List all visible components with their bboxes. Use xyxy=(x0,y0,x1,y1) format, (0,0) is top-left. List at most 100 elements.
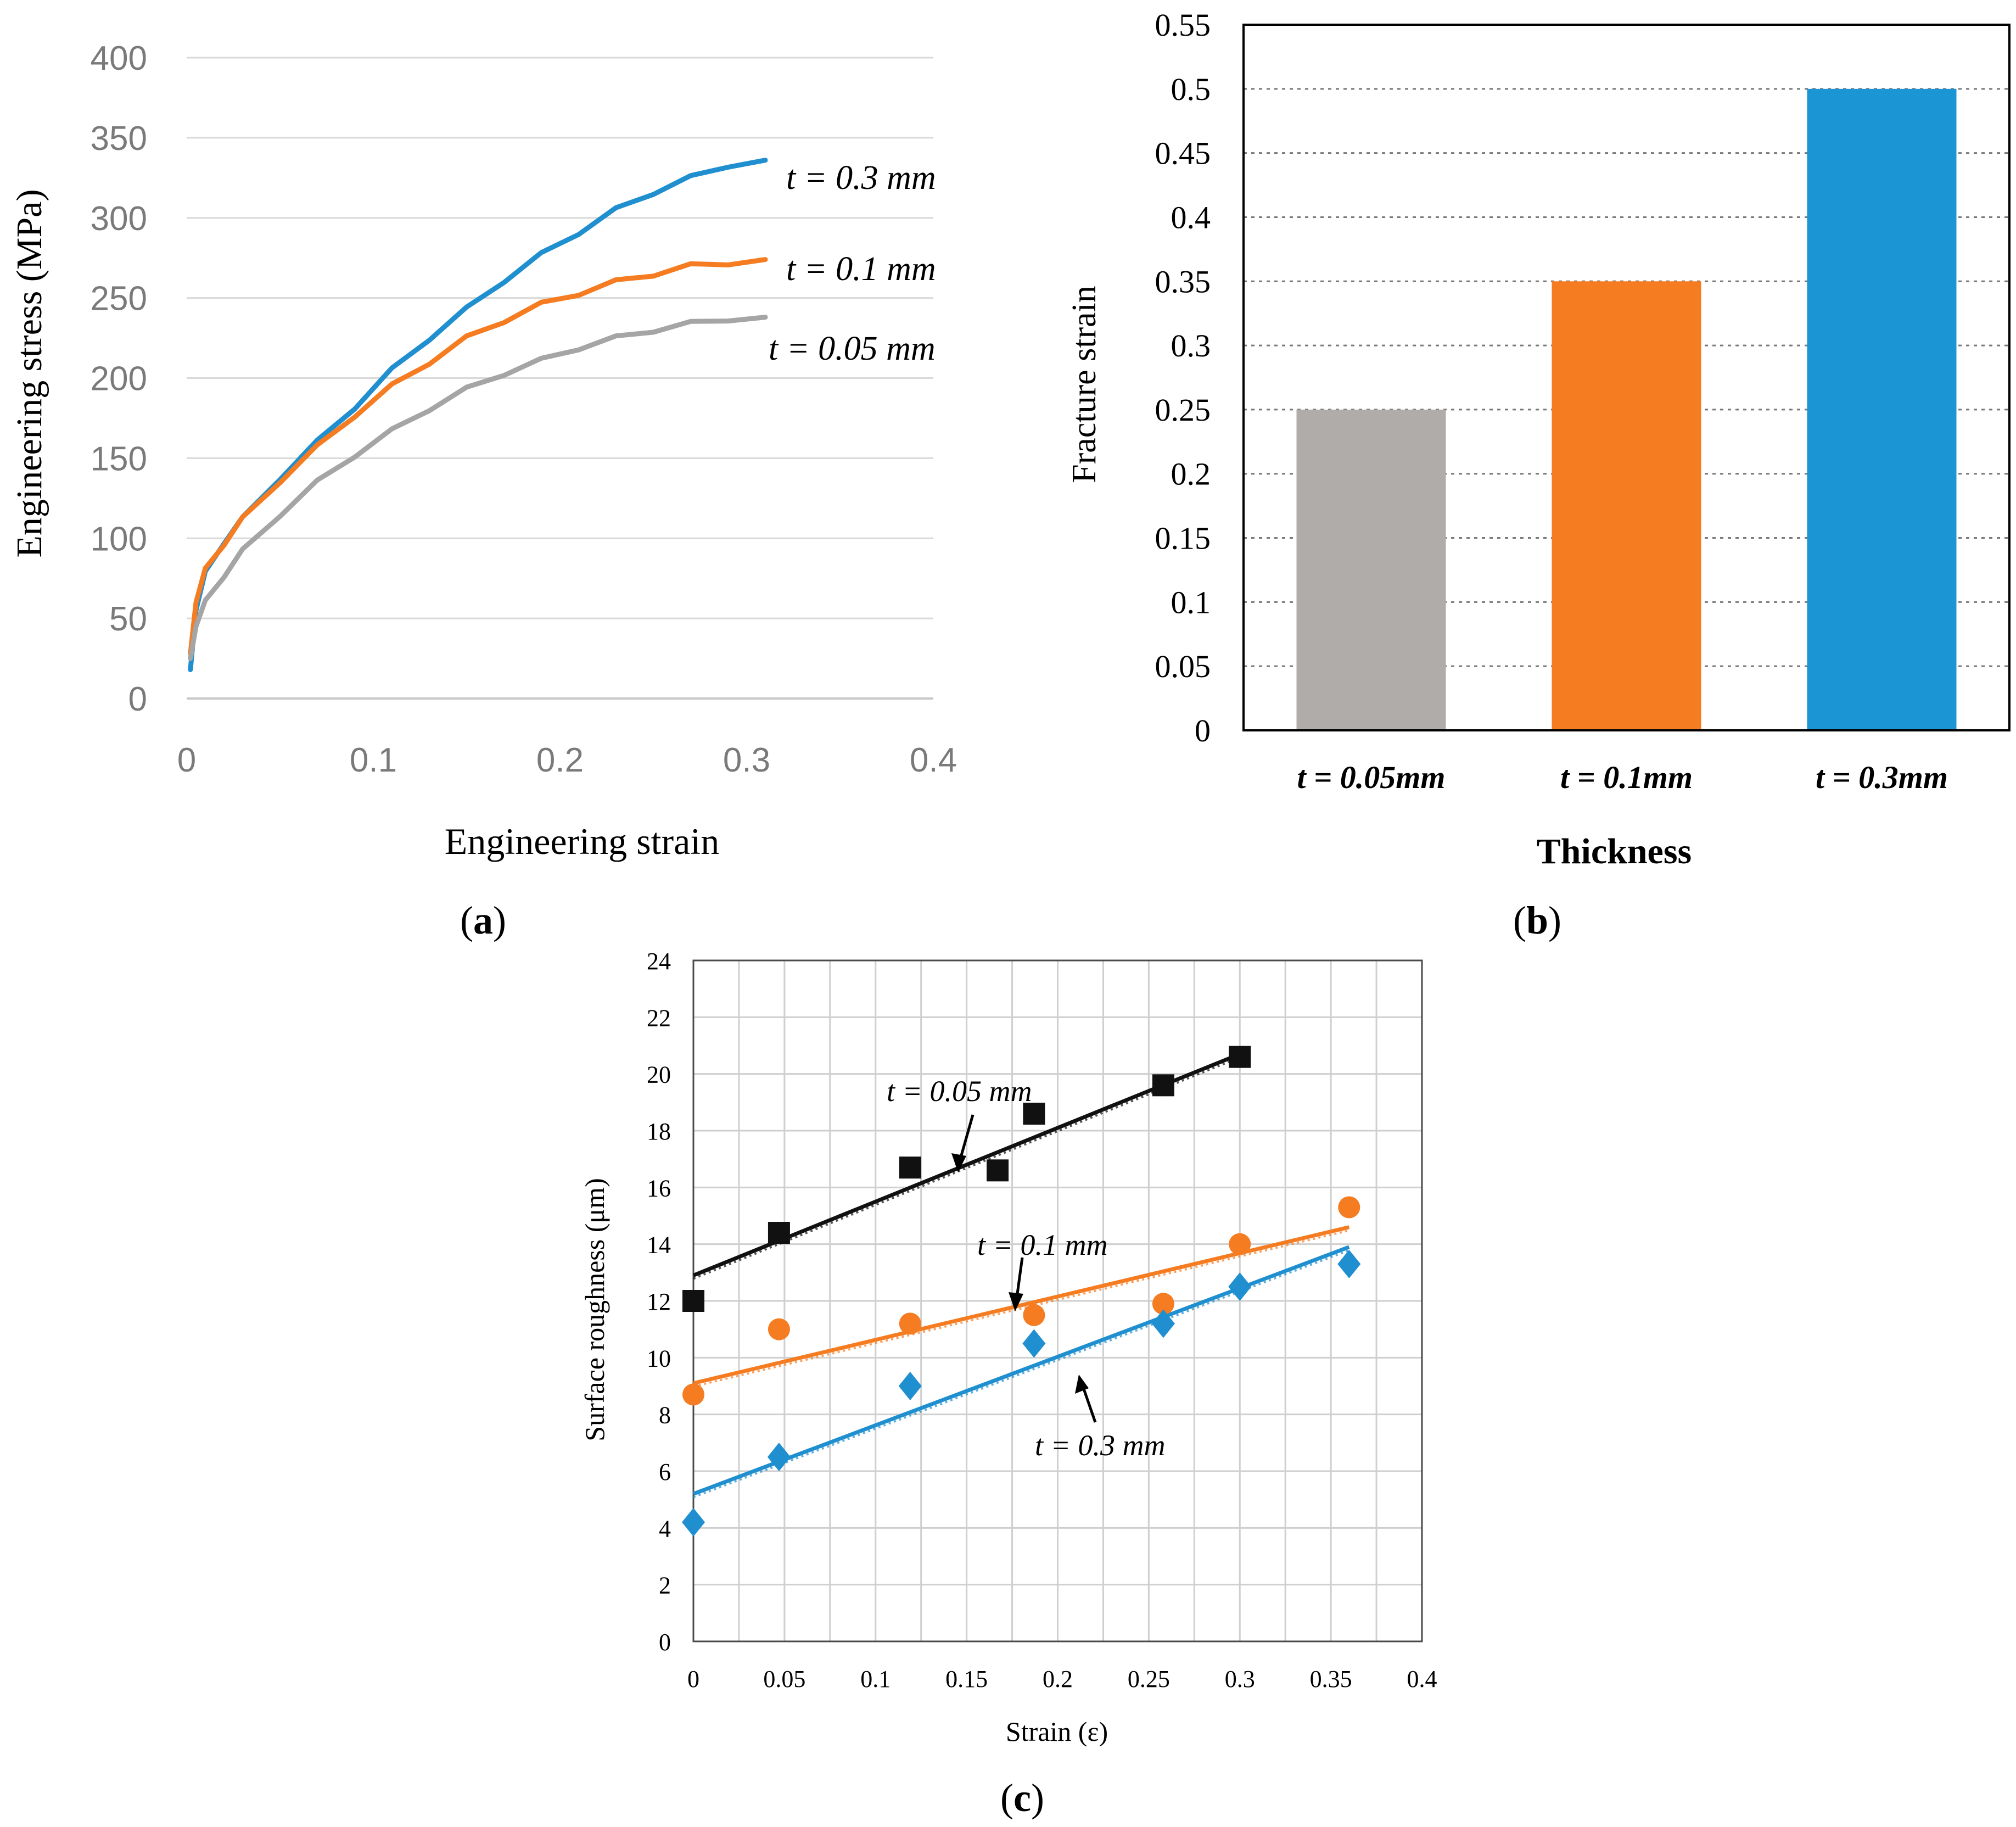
y-tick-0: 0 xyxy=(659,1629,671,1656)
y-tick-0.05: 0.05 xyxy=(1155,649,1211,684)
y-tick-250: 250 xyxy=(91,280,147,318)
x-tick-0: 0 xyxy=(687,1666,699,1692)
y-tick-0.45: 0.45 xyxy=(1155,136,1211,171)
point-diamond xyxy=(682,1508,705,1537)
x-tick-0.3: 0.3 xyxy=(723,741,770,779)
x-tick-0.3: 0.3 xyxy=(1225,1666,1255,1692)
y-tick-0.1: 0.1 xyxy=(1171,584,1211,620)
series-line-orange xyxy=(188,257,768,656)
caption-a: (a) xyxy=(460,898,506,942)
y-tick-200: 200 xyxy=(91,360,147,398)
y-tick-16: 16 xyxy=(647,1175,671,1202)
point-circle xyxy=(1338,1196,1360,1219)
y-tick-10: 10 xyxy=(647,1345,671,1372)
arrow-head-t-0.05 xyxy=(951,1153,966,1172)
fit-lines xyxy=(692,1052,1350,1499)
category-labels: t = 0.05mm t = 0.1mm t = 0.3mm xyxy=(1297,759,1948,795)
y-tick-0.55: 0.55 xyxy=(1155,7,1211,43)
y-tick-100: 100 xyxy=(91,520,147,558)
point-circle xyxy=(1152,1293,1174,1315)
point-square xyxy=(768,1222,790,1244)
y-tick-labels: 0 0.05 0.1 0.15 0.2 0.25 0.3 0.35 0.4 0.45 0.5 0.55 xyxy=(1155,7,1211,748)
y-tick-0.25: 0.25 xyxy=(1155,392,1211,428)
y-tick-2: 2 xyxy=(659,1572,671,1599)
y-tick-18: 18 xyxy=(647,1118,671,1145)
x-tick-0.4: 0.4 xyxy=(910,741,957,779)
x-tick-0.1: 0.1 xyxy=(860,1666,891,1692)
annotation-t-0.3: t = 0.3 mm xyxy=(786,159,936,197)
y-tick-350: 350 xyxy=(91,120,147,158)
arrow-head-t-0.3 xyxy=(1075,1375,1089,1394)
y-tick-400: 400 xyxy=(91,40,147,77)
bar-2 xyxy=(1807,88,1957,731)
annotation-t-0.1: t = 0.1 mm xyxy=(786,250,936,288)
y-tick-22: 22 xyxy=(647,1004,671,1031)
point-square xyxy=(987,1159,1009,1182)
x-tick-labels: 0 0.1 0.2 0.3 0.4 xyxy=(177,741,957,779)
annotation-t-0.3: t = 0.3 mm xyxy=(1035,1429,1165,1462)
y-tick-0.2: 0.2 xyxy=(1171,456,1211,492)
y-tick-0.5: 0.5 xyxy=(1171,71,1211,107)
series-line-gray xyxy=(188,315,768,661)
x-tick-0.1: 0.1 xyxy=(350,741,397,779)
fit-line-dotted-orange xyxy=(693,1229,1349,1388)
point-square xyxy=(682,1290,704,1312)
point-circle xyxy=(682,1383,704,1406)
point-diamond xyxy=(1337,1249,1361,1278)
point-square xyxy=(1229,1046,1251,1068)
arrow-head-t-0.1 xyxy=(1009,1292,1023,1311)
y-tick-50: 50 xyxy=(109,600,147,638)
x-tick-0.05: 0.05 xyxy=(763,1666,805,1692)
x-tick-0.2: 0.2 xyxy=(536,741,584,779)
point-square xyxy=(899,1156,921,1179)
point-square xyxy=(1023,1103,1045,1125)
y-tick-4: 4 xyxy=(659,1515,671,1542)
point-circle xyxy=(899,1312,921,1335)
caption-b: (b) xyxy=(1513,898,1561,942)
y-tick-0.4: 0.4 xyxy=(1171,199,1211,235)
series-lines xyxy=(188,158,768,672)
category-label-2: t = 0.3mm xyxy=(1816,759,1948,795)
x-tick-0.25: 0.25 xyxy=(1128,1666,1170,1692)
category-label-1: t = 0.1mm xyxy=(1560,759,1693,795)
y-tick-labels: 0 50 100 150 200 250 300 350 400 xyxy=(91,40,147,718)
point-diamond xyxy=(1022,1329,1046,1358)
y-tick-150: 150 xyxy=(91,440,147,478)
plot-frame xyxy=(1242,24,2011,731)
caption-c: (c) xyxy=(1000,1776,1044,1820)
annotation-t-0.05: t = 0.05 mm xyxy=(769,330,936,367)
x-axis-label: Strain (ε) xyxy=(1006,1716,1108,1747)
x-tick-0.15: 0.15 xyxy=(945,1666,988,1692)
point-diamond xyxy=(1151,1309,1175,1338)
x-tick-labels: 0 0.05 0.1 0.15 0.2 0.25 0.3 0.35 0.4 xyxy=(687,1666,1437,1692)
bar-1 xyxy=(1552,281,1701,730)
x-tick-0.35: 0.35 xyxy=(1310,1666,1352,1692)
y-tick-0: 0 xyxy=(1195,713,1211,748)
annotation-t-0.1: t = 0.1 mm xyxy=(977,1228,1107,1261)
y-tick-0: 0 xyxy=(128,680,147,718)
y-tick-8: 8 xyxy=(659,1402,671,1429)
y-axis-label: Surface roughness (μm) xyxy=(579,1178,610,1441)
y-tick-6: 6 xyxy=(659,1459,671,1485)
point-circle xyxy=(768,1318,790,1340)
y-tick-12: 12 xyxy=(647,1288,671,1315)
point-square xyxy=(1152,1074,1174,1097)
data-points xyxy=(682,1046,1361,1537)
x-tick-0: 0 xyxy=(177,741,196,779)
x-axis-label: Thickness xyxy=(1537,831,1692,871)
point-diamond xyxy=(1228,1272,1252,1301)
y-tick-14: 14 xyxy=(647,1232,671,1259)
bars xyxy=(1296,88,1957,731)
point-diamond xyxy=(898,1372,922,1400)
y-axis-label: Engineering stress (MPa) xyxy=(9,189,49,558)
bar-0 xyxy=(1296,409,1446,730)
fit-line-blue xyxy=(692,1245,1350,1496)
y-tick-0.35: 0.35 xyxy=(1155,264,1211,299)
point-circle xyxy=(1023,1304,1045,1326)
y-tick-0.3: 0.3 xyxy=(1171,328,1211,364)
point-circle xyxy=(1229,1233,1251,1255)
y-axis-label: Fracture strain xyxy=(1066,286,1103,483)
